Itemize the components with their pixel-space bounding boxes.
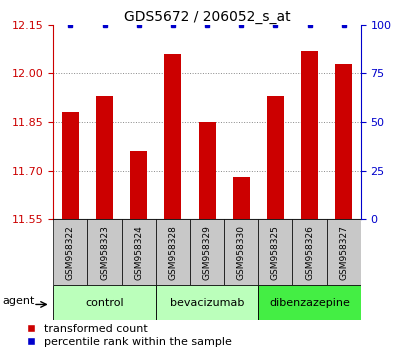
Bar — [292, 219, 326, 285]
Bar — [96, 96, 113, 219]
Text: GSM958325: GSM958325 — [270, 225, 279, 280]
Bar — [53, 219, 87, 285]
Bar — [189, 219, 224, 285]
Text: GSM958330: GSM958330 — [236, 225, 245, 280]
Bar — [300, 51, 317, 219]
Bar — [258, 285, 360, 320]
Text: control: control — [85, 298, 124, 308]
Text: GSM958327: GSM958327 — [338, 225, 347, 280]
Bar — [198, 122, 215, 219]
Bar — [87, 219, 121, 285]
Bar — [53, 285, 155, 320]
Text: GSM958323: GSM958323 — [100, 225, 109, 280]
Bar — [232, 177, 249, 219]
Bar — [224, 219, 258, 285]
Text: GSM958326: GSM958326 — [304, 225, 313, 280]
Bar — [130, 151, 147, 219]
Text: bevacizumab: bevacizumab — [169, 298, 244, 308]
Text: GSM958329: GSM958329 — [202, 225, 211, 280]
Text: GSM958322: GSM958322 — [66, 225, 75, 280]
Text: dibenzazepine: dibenzazepine — [268, 298, 349, 308]
Text: agent: agent — [3, 296, 35, 306]
Legend: transformed count, percentile rank within the sample: transformed count, percentile rank withi… — [26, 324, 231, 347]
Text: GSM958324: GSM958324 — [134, 225, 143, 280]
Text: GSM958328: GSM958328 — [168, 225, 177, 280]
Bar — [326, 219, 360, 285]
Bar — [258, 219, 292, 285]
Bar — [155, 285, 258, 320]
Bar — [155, 219, 189, 285]
Bar — [334, 64, 351, 219]
Bar — [266, 96, 283, 219]
Bar — [121, 219, 155, 285]
Bar — [62, 112, 79, 219]
Bar — [164, 54, 181, 219]
Title: GDS5672 / 206052_s_at: GDS5672 / 206052_s_at — [124, 10, 290, 24]
